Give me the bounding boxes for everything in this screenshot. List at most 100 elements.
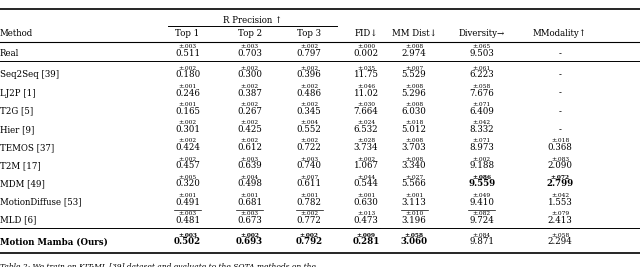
Text: MDM [49]: MDM [49] (0, 179, 45, 188)
Text: 0.673: 0.673 (237, 216, 262, 225)
Text: 2.413: 2.413 (548, 216, 572, 225)
Text: ±.058: ±.058 (404, 233, 424, 238)
Text: ±.001: ±.001 (179, 102, 196, 107)
Text: 0.387: 0.387 (237, 89, 262, 97)
Text: 0.267: 0.267 (237, 107, 262, 116)
Text: Table 2: We train on KIT-ML [39] dataset and evaluate to the SOTA methods on the: Table 2: We train on KIT-ML [39] dataset… (0, 262, 316, 267)
Text: ±.002: ±.002 (300, 84, 318, 89)
Text: Top 2: Top 2 (237, 29, 262, 38)
Text: ±.061: ±.061 (473, 66, 491, 71)
Text: ±.000: ±.000 (357, 44, 375, 49)
Text: 0.486: 0.486 (296, 89, 322, 97)
Text: 0.792: 0.792 (296, 237, 323, 246)
Text: ±.009: ±.009 (356, 233, 376, 238)
Text: 0.481: 0.481 (175, 216, 200, 225)
Text: 1.067: 1.067 (353, 161, 379, 170)
Text: TEMOS [37]: TEMOS [37] (0, 143, 54, 152)
Text: ±.018: ±.018 (405, 120, 423, 125)
Text: ±.002: ±.002 (241, 120, 259, 125)
Text: ±.003: ±.003 (179, 211, 196, 216)
Text: ±.018: ±.018 (551, 139, 569, 143)
Text: ±.058: ±.058 (551, 233, 569, 238)
Text: ±.002: ±.002 (179, 139, 196, 143)
Text: ±.042: ±.042 (551, 193, 569, 198)
Text: 1.553: 1.553 (548, 198, 572, 206)
Text: 0.180: 0.180 (175, 70, 200, 79)
Text: 5.012: 5.012 (401, 125, 427, 134)
Text: 3.196: 3.196 (402, 216, 426, 225)
Text: 3.060: 3.060 (401, 237, 428, 246)
Text: ±.027: ±.027 (405, 175, 423, 180)
Text: 0.424: 0.424 (175, 143, 200, 152)
Text: 0.511: 0.511 (175, 49, 200, 58)
Text: ±.002: ±.002 (473, 157, 491, 162)
Text: 9.871: 9.871 (469, 237, 495, 246)
Text: MModality↑: MModality↑ (533, 29, 587, 38)
Text: ±.002: ±.002 (179, 157, 196, 162)
Text: ±.071: ±.071 (473, 139, 491, 143)
Text: -: - (559, 89, 561, 97)
Text: 0.457: 0.457 (175, 161, 200, 170)
Text: ±.001: ±.001 (405, 193, 423, 198)
Text: Diversity→: Diversity→ (459, 29, 505, 38)
Text: ±.010: ±.010 (405, 211, 423, 216)
Text: 3.340: 3.340 (402, 161, 426, 170)
Text: ±.004: ±.004 (241, 175, 259, 180)
Text: 2.090: 2.090 (547, 161, 573, 170)
Text: 0.544: 0.544 (354, 179, 378, 188)
Text: 11.75: 11.75 (353, 70, 379, 79)
Text: Hier [9]: Hier [9] (0, 125, 35, 134)
Text: 0.165: 0.165 (175, 107, 200, 116)
Text: -: - (559, 107, 561, 116)
Text: ±.002: ±.002 (240, 233, 259, 238)
Text: 5.296: 5.296 (402, 89, 426, 97)
Text: 7.676: 7.676 (470, 89, 494, 97)
Text: FID↓: FID↓ (355, 29, 378, 38)
Text: ±.007: ±.007 (405, 66, 423, 71)
Text: 9.559: 9.559 (468, 179, 495, 188)
Text: -: - (559, 70, 561, 79)
Text: ±.002: ±.002 (241, 139, 259, 143)
Text: T2M [17]: T2M [17] (0, 161, 41, 170)
Text: 0.281: 0.281 (353, 237, 380, 246)
Text: 0.396: 0.396 (297, 70, 321, 79)
Text: ±.003: ±.003 (241, 44, 259, 49)
Text: LJ2P [1]: LJ2P [1] (0, 89, 36, 97)
Text: ±.086: ±.086 (472, 175, 492, 180)
Text: MLD [6]: MLD [6] (0, 216, 36, 225)
Text: ±.002: ±.002 (357, 157, 375, 162)
Text: ±.002: ±.002 (300, 233, 319, 238)
Text: ±.008: ±.008 (405, 157, 423, 162)
Text: T2G [5]: T2G [5] (0, 107, 33, 116)
Text: 0.320: 0.320 (175, 179, 200, 188)
Text: 3.113: 3.113 (402, 198, 426, 206)
Text: 0.473: 0.473 (354, 216, 378, 225)
Text: 0.246: 0.246 (175, 89, 200, 97)
Text: 0.722: 0.722 (297, 143, 321, 152)
Text: ±.024: ±.024 (357, 120, 375, 125)
Text: ±.008: ±.008 (405, 84, 423, 89)
Text: ±.002: ±.002 (179, 66, 196, 71)
Text: MM Dist↓: MM Dist↓ (392, 29, 436, 38)
Text: 11.02: 11.02 (353, 89, 379, 97)
Text: ±.084: ±.084 (473, 233, 491, 238)
Text: 9.724: 9.724 (470, 216, 494, 225)
Text: ±.004: ±.004 (300, 120, 318, 125)
Text: 0.552: 0.552 (297, 125, 321, 134)
Text: Top 1: Top 1 (175, 29, 200, 38)
Text: 0.498: 0.498 (237, 179, 262, 188)
Text: 0.782: 0.782 (296, 198, 322, 206)
Text: 0.612: 0.612 (237, 143, 262, 152)
Text: ±.072: ±.072 (550, 175, 570, 180)
Text: ±.065: ±.065 (473, 44, 491, 49)
Text: ±.003: ±.003 (241, 211, 259, 216)
Text: 0.502: 0.502 (174, 237, 201, 246)
Text: ±.044: ±.044 (357, 175, 375, 180)
Text: 5.566: 5.566 (402, 179, 426, 188)
Text: 6.409: 6.409 (470, 107, 494, 116)
Text: ±.002: ±.002 (300, 139, 318, 143)
Text: ±.002: ±.002 (241, 102, 259, 107)
Text: -: - (559, 49, 561, 58)
Text: 0.611: 0.611 (296, 179, 322, 188)
Text: ±.003: ±.003 (178, 233, 197, 238)
